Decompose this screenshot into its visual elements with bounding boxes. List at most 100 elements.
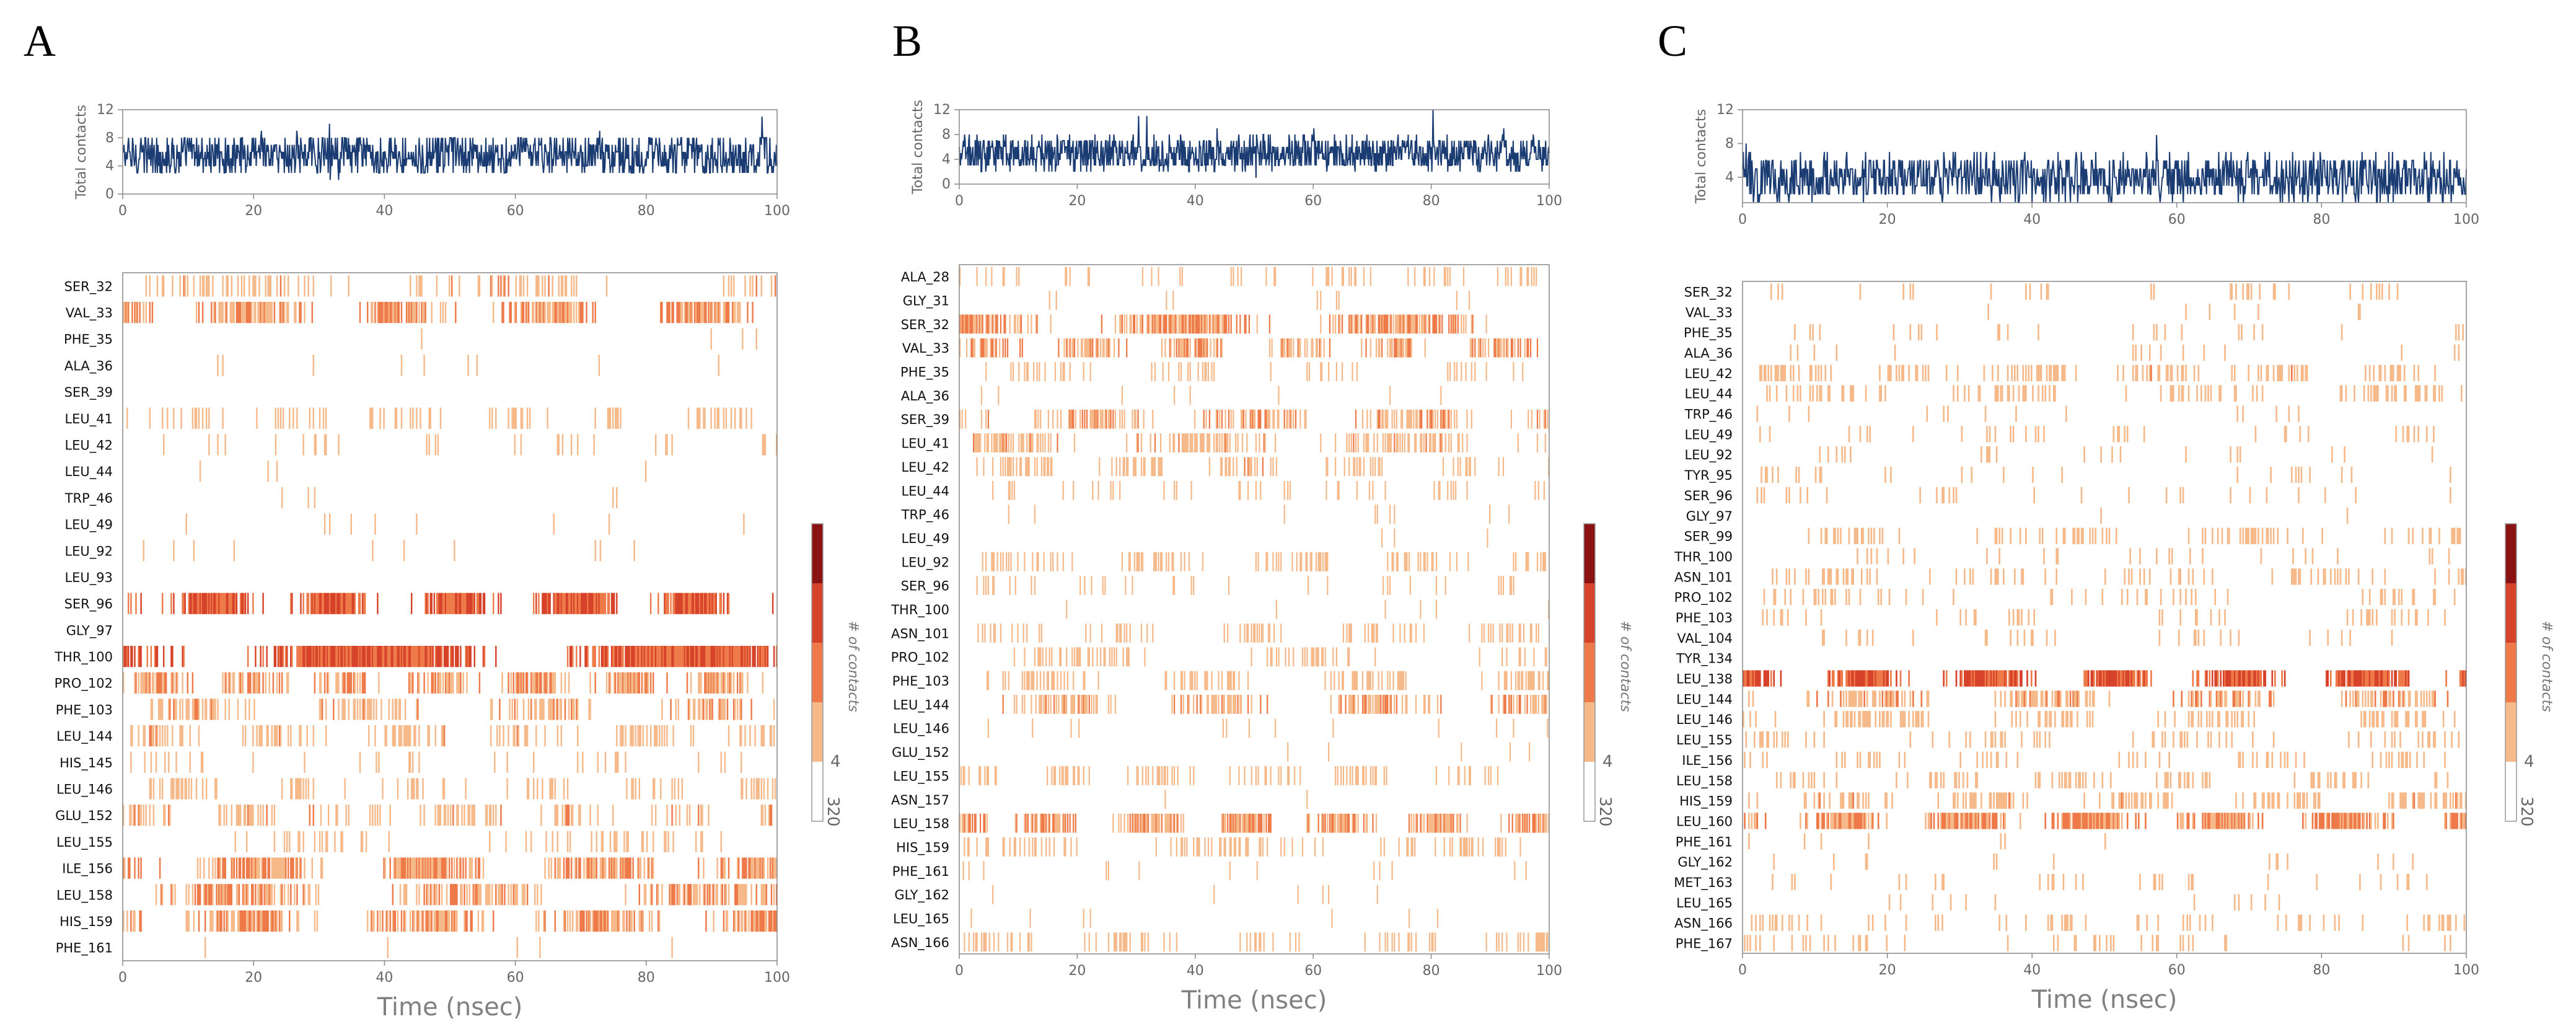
- contact-mark: [1025, 457, 1027, 477]
- contact-mark: [521, 302, 524, 324]
- contact-mark: [1545, 695, 1547, 714]
- contact-mark: [701, 302, 703, 324]
- contact-mark: [200, 593, 203, 614]
- contact-mark: [974, 314, 976, 334]
- contact-mark: [294, 884, 296, 906]
- contact-mark: [991, 338, 993, 358]
- contact-mark: [1223, 837, 1225, 857]
- contact-mark: [1222, 813, 1224, 833]
- contact-mark: [1767, 364, 1770, 381]
- contact-mark: [1400, 338, 1402, 358]
- contact-mark: [1387, 409, 1389, 429]
- colorbar-tick: 0: [824, 816, 842, 827]
- contact-mark: [508, 407, 509, 429]
- contact-mark: [1901, 364, 1903, 381]
- contact-mark: [1073, 480, 1075, 500]
- contact-mark: [247, 593, 249, 614]
- contact-mark: [972, 813, 974, 833]
- contact-mark: [1051, 457, 1053, 477]
- contact-mark: [1514, 861, 1516, 881]
- contact-mark: [451, 910, 453, 932]
- contact-mark: [1249, 409, 1251, 429]
- contact-mark: [270, 910, 272, 932]
- contact-mark: [1042, 647, 1044, 667]
- contact-mark: [180, 778, 182, 800]
- contact-mark: [1348, 624, 1350, 643]
- top-plot-frame: [959, 109, 1550, 185]
- contact-mark: [316, 910, 319, 932]
- contact-mark: [1203, 433, 1205, 452]
- contact-mark: [1448, 409, 1450, 429]
- contact-mark: [1195, 314, 1197, 334]
- contact-mark: [648, 646, 651, 668]
- contact-mark: [592, 302, 594, 324]
- contact-mark: [1441, 314, 1443, 334]
- contact-mark: [721, 672, 724, 694]
- contact-mark: [198, 302, 200, 324]
- contact-mark: [2297, 364, 2298, 381]
- contact-mark: [964, 766, 965, 785]
- contact-mark: [640, 725, 642, 747]
- contact-mark: [201, 302, 204, 324]
- top-xtick-label: 80: [2313, 212, 2330, 227]
- contact-mark: [2193, 364, 2196, 381]
- contact-mark: [587, 593, 589, 614]
- contact-mark: [194, 407, 196, 429]
- contact-mark: [1338, 671, 1340, 690]
- contact-mark: [321, 593, 323, 614]
- contact-mark: [193, 910, 195, 932]
- contact-mark: [1436, 695, 1439, 714]
- contact-mark: [428, 407, 430, 429]
- contact-mark: [535, 699, 537, 720]
- contact-mark: [1050, 552, 1052, 571]
- contact-mark: [1428, 409, 1431, 429]
- contact-mark: [1363, 457, 1365, 477]
- contact-mark: [1161, 552, 1163, 571]
- contact-mark: [1272, 457, 1274, 477]
- contact-mark: [2242, 283, 2244, 300]
- contact-mark: [996, 552, 998, 571]
- contact-mark: [1147, 813, 1150, 833]
- contact-mark: [980, 314, 983, 334]
- contact-mark: [617, 407, 619, 429]
- contact-mark: [1129, 314, 1131, 334]
- contact-mark: [1526, 338, 1528, 358]
- contact-mark: [262, 805, 264, 826]
- contact-mark: [1547, 932, 1549, 952]
- contact-mark: [1481, 624, 1483, 643]
- contact-mark: [1374, 695, 1376, 714]
- contact-mark: [1353, 695, 1355, 714]
- top-ylabel: Total contacts: [1694, 109, 1709, 204]
- contact-mark: [973, 314, 975, 334]
- contact-mark: [2235, 385, 2237, 402]
- contact-mark: [206, 593, 208, 614]
- contact-mark: [671, 434, 673, 456]
- contact-mark: [139, 646, 141, 668]
- contact-mark: [1062, 480, 1064, 500]
- contact-mark: [544, 593, 546, 614]
- contact-mark: [1160, 314, 1162, 334]
- contact-mark: [657, 593, 659, 614]
- contact-mark: [982, 314, 983, 334]
- contact-mark: [538, 910, 540, 932]
- contact-mark: [1121, 314, 1123, 334]
- contact-mark: [1332, 718, 1334, 738]
- contact-mark: [564, 593, 566, 614]
- contact-mark: [1193, 766, 1195, 785]
- contact-mark: [1348, 647, 1350, 667]
- contact-mark: [1295, 932, 1297, 952]
- contact-mark: [447, 672, 449, 694]
- contact-mark: [627, 672, 629, 694]
- contact-mark: [1418, 409, 1420, 429]
- contact-mark: [739, 302, 741, 324]
- contact-mark: [721, 857, 724, 879]
- contact-mark: [209, 910, 211, 932]
- contact-mark: [1319, 552, 1321, 571]
- contact-mark: [1069, 362, 1071, 381]
- residue-label: VAL_33: [1686, 305, 1733, 320]
- contact-mark: [544, 857, 546, 879]
- contact-mark: [155, 725, 157, 747]
- contact-mark: [762, 434, 764, 456]
- contact-mark: [732, 302, 735, 324]
- contact-mark: [359, 646, 361, 668]
